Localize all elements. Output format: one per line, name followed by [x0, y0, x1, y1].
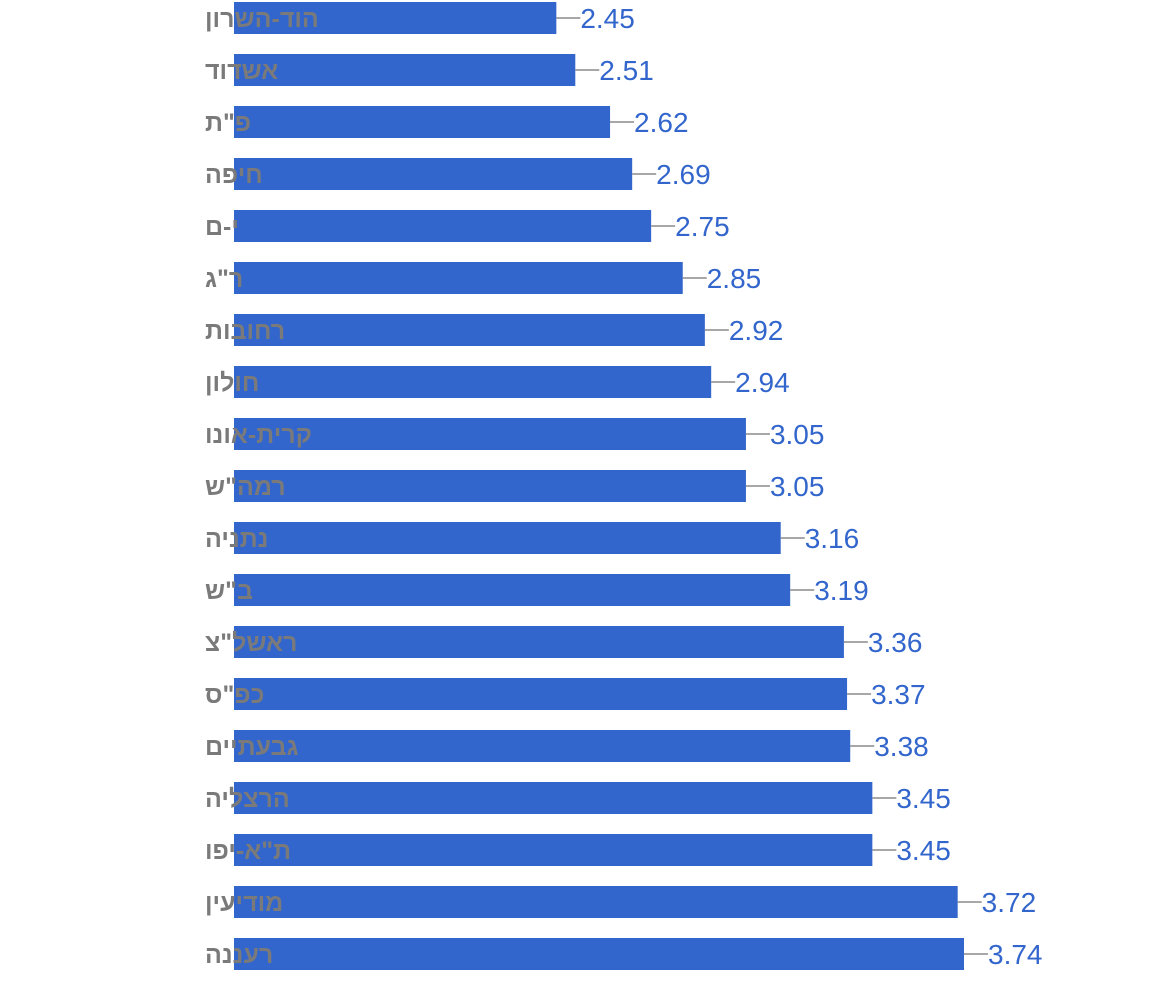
bar — [234, 730, 851, 762]
bar — [234, 782, 873, 814]
category-label: פ"ת — [205, 109, 251, 137]
bar — [234, 314, 705, 346]
category-label: חיפה — [205, 161, 263, 189]
bar — [234, 54, 576, 86]
value-label: 3.74 — [988, 939, 1043, 970]
category-label: ר"ג — [205, 265, 243, 293]
category-label: רמה"ש — [205, 473, 286, 501]
value-label: 2.75 — [675, 211, 730, 242]
category-label: חולון — [205, 369, 259, 397]
category-label: הוד-השרון — [205, 5, 319, 33]
bars-group: הוד-השרון 2.45 אשדוד 2.51 פ"ת 2.62 חיפה 2.69 י-ם… — [205, 2, 1043, 970]
category-label: ראשל"צ — [205, 629, 297, 657]
value-label: 3.16 — [805, 523, 860, 554]
bar — [234, 210, 652, 242]
category-label: נתניה — [205, 525, 268, 553]
value-label: 3.72 — [982, 887, 1037, 918]
category-label: רעננה — [205, 941, 273, 969]
value-label: 3.36 — [868, 627, 923, 658]
bar — [234, 574, 791, 606]
category-label: כפ"ס — [205, 681, 264, 709]
bar — [234, 626, 844, 658]
bar — [234, 106, 611, 138]
category-label: הרצליה — [205, 785, 290, 813]
bar — [234, 886, 958, 918]
bar — [234, 418, 746, 450]
category-label: גבעתיים — [205, 733, 298, 761]
value-label: 3.38 — [874, 731, 929, 762]
bar — [234, 678, 848, 710]
value-label: 2.62 — [634, 107, 689, 138]
value-label: 2.92 — [729, 315, 784, 346]
bar — [234, 470, 746, 502]
bar — [234, 938, 964, 970]
value-label: 3.05 — [770, 471, 825, 502]
bar — [234, 158, 633, 190]
bar — [234, 834, 873, 866]
category-label: ת"א-יפו — [205, 837, 291, 865]
category-label: י-ם — [205, 213, 239, 241]
bar — [234, 262, 683, 294]
value-label: 3.45 — [896, 835, 951, 866]
value-label: 3.05 — [770, 419, 825, 450]
value-label: 2.94 — [735, 367, 790, 398]
bar — [234, 366, 712, 398]
category-label: ב"ש — [205, 577, 253, 605]
value-label: 3.37 — [871, 679, 926, 710]
value-label: 2.45 — [580, 3, 635, 34]
category-label: קרית-אונו — [205, 421, 312, 449]
category-label: רחובות — [205, 317, 285, 345]
value-label: 2.85 — [707, 263, 762, 294]
value-label: 3.19 — [814, 575, 869, 606]
value-label: 3.45 — [896, 783, 951, 814]
value-label: 2.69 — [656, 159, 711, 190]
category-label: אשדוד — [205, 57, 278, 85]
category-label: מודיעין — [205, 889, 283, 917]
bar — [234, 522, 781, 554]
bar — [234, 2, 557, 34]
value-label: 2.51 — [599, 55, 654, 86]
